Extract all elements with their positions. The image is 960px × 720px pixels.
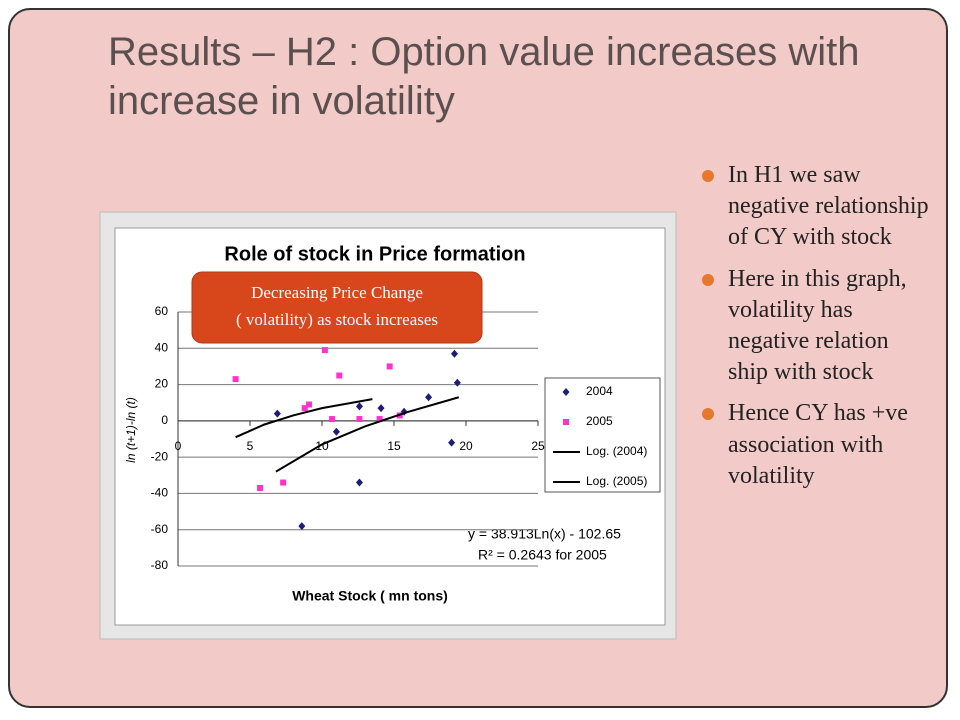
point bbox=[448, 438, 456, 447]
callout-box bbox=[191, 271, 483, 344]
point bbox=[377, 404, 385, 413]
annotation: y = 38.913Ln(x) - 102.65 bbox=[468, 526, 621, 542]
bullet-list: In H1 we saw negative relationship of CY… bbox=[700, 160, 932, 502]
legend-swatch bbox=[563, 419, 569, 425]
x-tick-label: 5 bbox=[247, 439, 254, 453]
point bbox=[301, 405, 308, 412]
point bbox=[355, 478, 363, 487]
point bbox=[280, 479, 287, 486]
point bbox=[356, 416, 363, 423]
point bbox=[386, 363, 393, 370]
point bbox=[306, 401, 313, 408]
legend-label: Log. (2004) bbox=[586, 444, 647, 458]
x-tick-label: 25 bbox=[531, 439, 545, 453]
point bbox=[425, 393, 433, 402]
bullet: In H1 we saw negative relationship of CY… bbox=[700, 160, 932, 254]
y-tick-label: -80 bbox=[151, 558, 169, 572]
point bbox=[450, 349, 458, 358]
bullet: Here in this graph, volatility has negat… bbox=[700, 264, 932, 389]
point bbox=[453, 378, 461, 387]
y-tick-label: 60 bbox=[155, 304, 169, 318]
y-axis-label: ln (t+1)-ln (t) bbox=[124, 397, 138, 463]
legend-label: 2004 bbox=[586, 384, 613, 398]
x-tick-label: 15 bbox=[387, 439, 401, 453]
bullet: Hence CY has +ve association with volati… bbox=[700, 398, 932, 492]
x-tick-label: 0 bbox=[175, 439, 182, 453]
callout-text: Decreasing Price Change bbox=[251, 283, 423, 302]
x-tick-label: 20 bbox=[459, 439, 473, 453]
trend-line bbox=[235, 398, 373, 439]
y-tick-label: 20 bbox=[155, 377, 169, 391]
y-tick-label: 40 bbox=[155, 340, 169, 354]
y-tick-label: 0 bbox=[161, 413, 168, 427]
legend-box bbox=[544, 377, 661, 493]
trend-line bbox=[275, 396, 460, 473]
annotation: R² = 0.2643 for 2005 bbox=[478, 547, 607, 563]
point bbox=[355, 402, 363, 411]
point bbox=[232, 376, 239, 383]
legend-label: 2005 bbox=[586, 414, 613, 428]
point bbox=[329, 416, 336, 423]
y-tick-label: -40 bbox=[151, 486, 169, 500]
y-tick-label: -60 bbox=[151, 522, 169, 536]
x-axis-label: Wheat Stock ( mn tons) bbox=[292, 588, 448, 604]
point bbox=[332, 427, 340, 436]
point bbox=[298, 522, 306, 531]
point bbox=[273, 409, 281, 418]
point bbox=[257, 484, 264, 491]
point bbox=[336, 372, 343, 379]
callout-text: ( volatility) as stock increases bbox=[236, 310, 438, 329]
point bbox=[376, 416, 383, 423]
slide-title: Results – H2 : Option value increases wi… bbox=[108, 30, 860, 123]
legend-label: Log. (2005) bbox=[586, 474, 647, 488]
point bbox=[321, 347, 328, 354]
legend-swatch bbox=[562, 388, 570, 396]
chart-title: Role of stock in Price formation bbox=[224, 243, 525, 265]
y-tick-label: -20 bbox=[151, 449, 169, 463]
